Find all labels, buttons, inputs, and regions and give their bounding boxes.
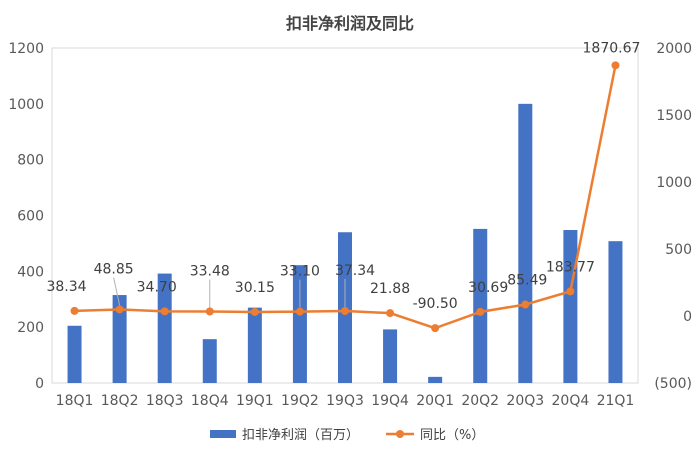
legend-label-bar: 扣非净利润（百万）	[242, 428, 359, 443]
data-label: 34.70	[137, 279, 177, 295]
bar	[112, 295, 127, 383]
right-tick-label: 1000	[656, 175, 692, 191]
line-point	[566, 287, 575, 296]
data-label: -90.50	[413, 296, 458, 312]
line-point	[386, 309, 395, 318]
data-label: 37.34	[335, 263, 375, 279]
line-point	[341, 306, 349, 315]
bar	[518, 103, 533, 383]
left-tick-label: 0	[35, 376, 44, 392]
bar	[473, 228, 488, 383]
data-label: 183.77	[546, 259, 595, 275]
data-label: 1870.67	[583, 40, 641, 56]
data-label: 48.85	[94, 261, 134, 277]
bar	[608, 241, 623, 383]
category-label: 19Q1	[236, 393, 274, 409]
data-label: 38.34	[46, 279, 86, 295]
bar	[428, 376, 443, 383]
category-label: 19Q2	[281, 393, 319, 409]
legend: 扣非净利润（百万） 同比（%）	[210, 428, 484, 443]
line-point	[250, 307, 259, 316]
bar	[247, 307, 262, 383]
left-tick-label: 400	[17, 264, 44, 280]
category-label: 20Q3	[506, 393, 544, 409]
category-label: 20Q4	[552, 393, 590, 409]
data-label: 30.69	[468, 280, 508, 296]
left-tick-label: 1000	[8, 97, 44, 113]
bar	[202, 339, 217, 383]
category-label: 18Q3	[146, 393, 184, 409]
category-label: 20Q2	[461, 393, 499, 409]
line-point	[160, 307, 169, 316]
category-axis: 18Q1 18Q2 18Q3 18Q4 19Q1 19Q2 19Q3 19Q4 20Q1 20Q2…	[56, 393, 635, 409]
legend-label-line: 同比（%）	[420, 428, 484, 443]
right-axis: (500) 0 500 1000 1500 2000	[654, 41, 692, 392]
data-label: 21.88	[370, 281, 410, 297]
line-point	[611, 61, 620, 70]
right-tick-label: 1500	[656, 108, 692, 124]
left-tick-label: 600	[17, 209, 44, 225]
line-point	[115, 305, 124, 314]
bar	[383, 329, 398, 383]
line-series	[70, 61, 620, 333]
line-point	[295, 307, 304, 316]
category-label: 19Q4	[371, 393, 409, 409]
right-tick-label: (500)	[654, 376, 692, 392]
left-tick-label: 200	[17, 320, 44, 336]
line-point	[521, 300, 530, 309]
legend-swatch-bar	[210, 430, 236, 438]
category-label: 19Q3	[326, 393, 364, 409]
data-label: 33.48	[190, 264, 230, 280]
category-label: 18Q4	[191, 393, 229, 409]
category-label: 20Q1	[416, 393, 454, 409]
right-tick-label: 500	[665, 242, 692, 258]
category-label: 18Q2	[101, 393, 139, 409]
bar	[157, 273, 172, 383]
left-tick-label: 1200	[8, 41, 44, 57]
line-point	[70, 306, 79, 315]
data-label: 30.15	[235, 280, 275, 296]
chart-title: 扣非净利润及同比	[286, 14, 414, 33]
category-label: 18Q1	[56, 393, 94, 409]
legend-swatch-dot	[396, 430, 404, 438]
category-label: 21Q1	[597, 393, 635, 409]
right-tick-label: 0	[683, 309, 692, 325]
label-leader	[113, 277, 121, 306]
bar	[563, 230, 578, 383]
bar	[292, 265, 307, 383]
data-label: 85.49	[507, 273, 547, 289]
bar	[67, 325, 82, 383]
line-point	[476, 307, 485, 316]
line-point	[431, 324, 440, 333]
line-point	[205, 307, 214, 316]
left-axis: 0 200 400 600 800 1000 1200	[8, 41, 44, 392]
left-tick-label: 800	[17, 153, 44, 169]
bar-series	[67, 103, 623, 383]
data-label: 33.10	[280, 264, 320, 280]
right-tick-label: 2000	[656, 41, 692, 57]
